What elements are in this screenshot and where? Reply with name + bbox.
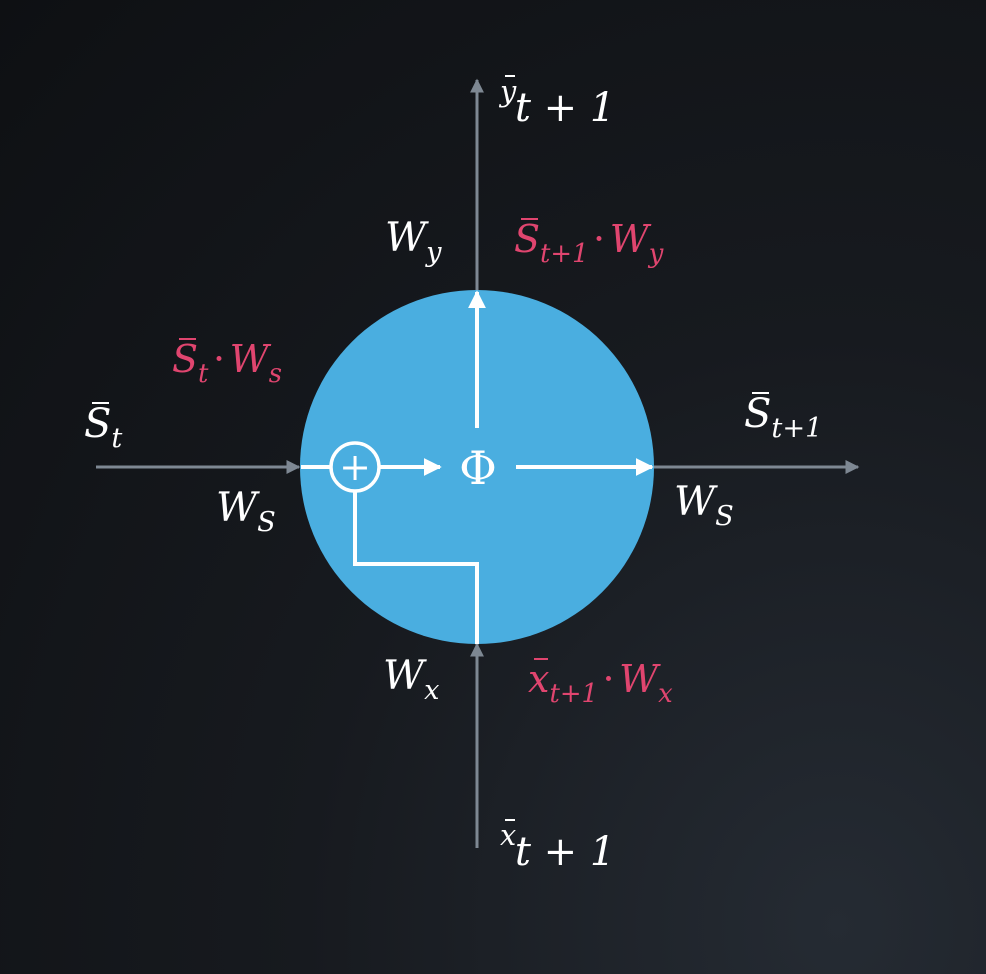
weight-s-right-label: WS xyxy=(674,479,734,533)
phi-symbol: Φ xyxy=(459,441,497,495)
state-out-label: St+1 xyxy=(744,391,823,445)
state-in-label: St xyxy=(84,401,123,455)
cell-node xyxy=(300,290,654,644)
input-to-sum-line xyxy=(353,491,479,644)
output-term-label: St+1 · Wy xyxy=(514,217,664,269)
weight-y-label: Wy xyxy=(385,215,442,269)
weight-x-label: Wx xyxy=(383,653,440,707)
weight-s-left-label: WS xyxy=(216,485,276,539)
output-label: yt + 1 xyxy=(500,73,616,131)
input-label: xt + 1 xyxy=(500,817,616,875)
state-term-label: St · Ws xyxy=(172,337,282,389)
input-term-label: xt+1 · Wx xyxy=(528,657,673,709)
sum-symbol: + xyxy=(339,445,371,489)
